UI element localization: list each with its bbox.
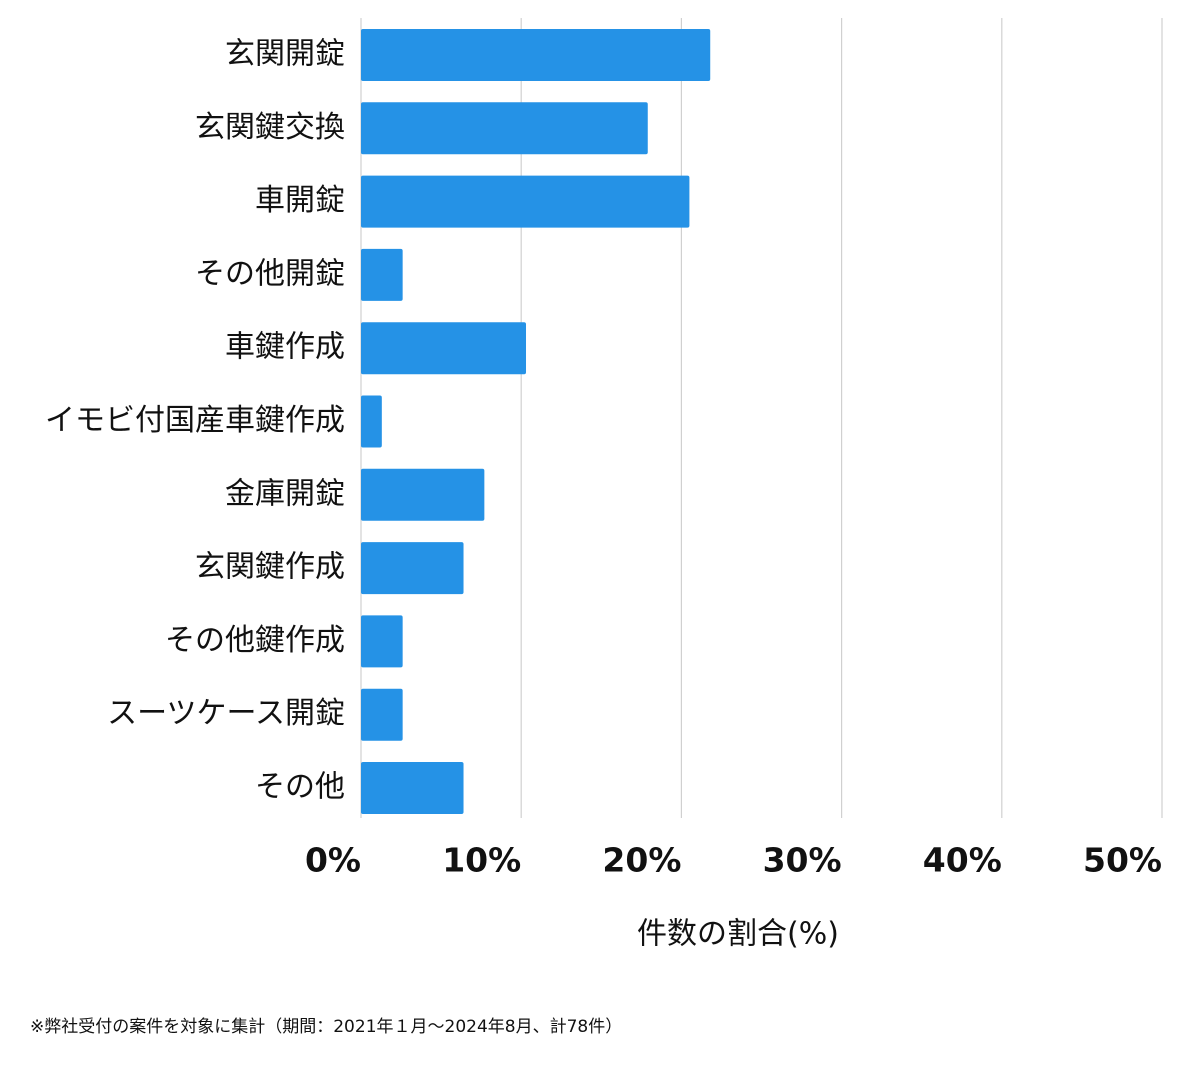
footnote: ※弊社受付の案件を対象に集計（期間：2021年１月～2024年8月、計78件） bbox=[30, 1017, 622, 1037]
bar bbox=[361, 688, 403, 741]
y-tick-label: 車開錠 bbox=[255, 183, 345, 218]
y-tick-label: その他鍵作成 bbox=[165, 623, 345, 658]
x-tick-label: 10% bbox=[442, 841, 521, 880]
y-tick-label: 車鍵作成 bbox=[225, 330, 345, 365]
x-tick-label: 0% bbox=[305, 841, 361, 880]
x-tick-label: 20% bbox=[602, 841, 681, 880]
x-tick-label: 30% bbox=[763, 841, 842, 880]
y-tick-label: 玄関開錠 bbox=[225, 37, 345, 72]
x-axis-label: 件数の割合(%) bbox=[637, 917, 839, 952]
bar bbox=[361, 102, 648, 155]
y-tick-label: その他 bbox=[255, 770, 345, 805]
y-tick-label: 玄関鍵交換 bbox=[195, 110, 345, 145]
y-tick-label: 金庫開錠 bbox=[225, 476, 345, 511]
x-tick-label: 50% bbox=[1083, 841, 1162, 880]
bar bbox=[361, 542, 464, 595]
bar bbox=[361, 395, 382, 448]
y-tick-label: スーツケース開錠 bbox=[107, 696, 345, 731]
bar bbox=[361, 762, 464, 814]
bar bbox=[361, 468, 485, 521]
y-tick-label: 玄関鍵作成 bbox=[195, 550, 345, 585]
y-tick-label: イモビ付国産車鍵作成 bbox=[45, 403, 345, 438]
x-tick-label: 40% bbox=[923, 841, 1002, 880]
bar bbox=[361, 175, 690, 228]
bar bbox=[361, 322, 527, 375]
bar bbox=[361, 615, 403, 668]
bar bbox=[361, 29, 711, 81]
bar bbox=[361, 248, 403, 301]
y-tick-label: その他開錠 bbox=[195, 256, 345, 291]
